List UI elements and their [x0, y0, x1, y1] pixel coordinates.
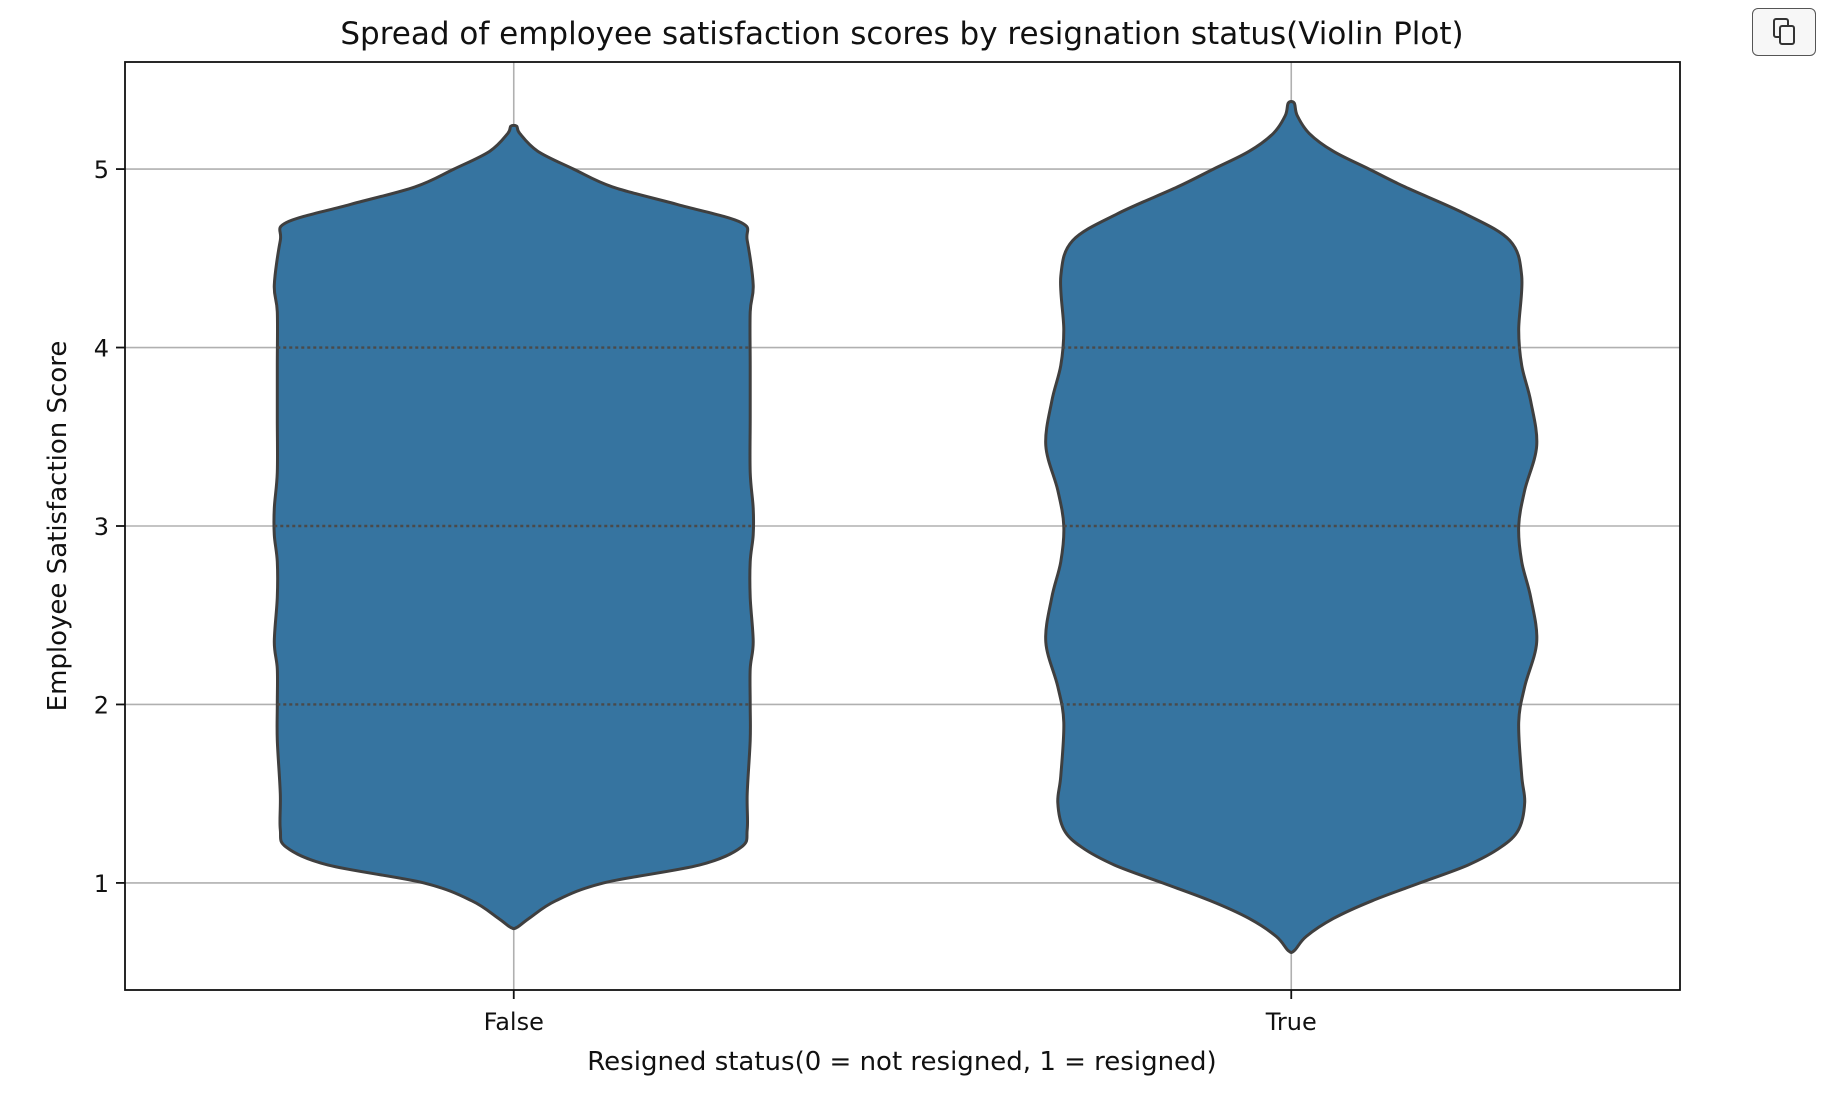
x-axis-label: Resigned status(0 = not resigned, 1 = re… [587, 1047, 1216, 1077]
y-tick-label: 1 [94, 870, 109, 898]
chart-title: Spread of employee satisfaction scores b… [340, 16, 1463, 52]
copy-icon [1773, 18, 1795, 45]
y-tick-label: 2 [94, 691, 109, 719]
y-tick-label: 4 [94, 335, 109, 363]
x-tick-label: True [1265, 1008, 1317, 1036]
y-tick-label: 5 [94, 156, 109, 184]
violin-false [272, 123, 756, 931]
y-tick-label: 3 [94, 513, 109, 541]
y-axis-label: Employee Satisfaction Score [43, 341, 73, 712]
violins [272, 100, 1539, 954]
x-tick-label: False [484, 1008, 544, 1036]
copy-button[interactable] [1752, 8, 1816, 56]
violin-true [1044, 100, 1539, 954]
axis-ticks: 1 2 3 4 5 False True [94, 156, 1317, 1036]
